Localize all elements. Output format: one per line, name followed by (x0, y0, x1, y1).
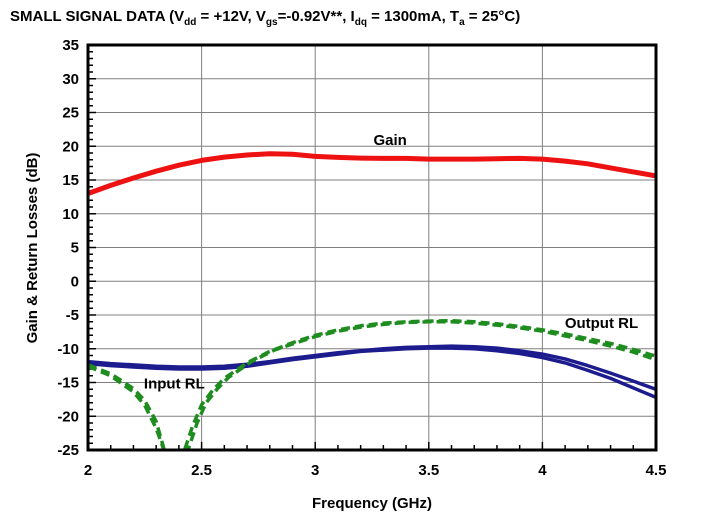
y-tick-label: -5 (66, 307, 79, 324)
y-tick-label: 35 (62, 37, 79, 54)
title-text: = +12V, V (196, 8, 266, 25)
title-subscript: dq (354, 17, 367, 28)
title-text: = 25°C) (464, 8, 521, 25)
y-tick-label: 20 (62, 138, 79, 155)
title-text: =-0.92V**, I (277, 8, 355, 25)
y-tick-label: 5 (71, 240, 79, 257)
y-tick-label: -25 (57, 442, 79, 459)
x-tick-label: 3.5 (418, 462, 439, 479)
y-tick-label: 15 (62, 172, 79, 189)
series-input-rl-trace-2 (88, 346, 656, 400)
title-subscript: dd (184, 17, 197, 28)
series-output-rl-trace-1 (88, 318, 656, 450)
y-tick-label: 25 (62, 105, 79, 122)
y-tick-label: 30 (62, 71, 79, 88)
x-tick-label: 4.5 (646, 462, 667, 479)
y-axis-label: Gain & Return Losses (dB) (24, 153, 41, 344)
y-tick-label: -15 (57, 375, 79, 392)
annotation-gain: Gain (374, 132, 407, 149)
title-text: SMALL SIGNAL DATA (V (10, 8, 185, 25)
title-text: = 1300mA, T (366, 8, 460, 25)
series-gain (88, 151, 656, 196)
plot-border (86, 43, 658, 452)
y-tick-label: 10 (62, 206, 79, 223)
annotation-input-rl: Input RL (144, 376, 205, 393)
annotation-output-rl: Output RL (565, 315, 638, 332)
x-axis-label: Frequency (GHz) (312, 495, 432, 512)
y-tick-label: -20 (57, 408, 79, 425)
x-tick-label: 3 (311, 462, 319, 479)
chart-title: SMALL SIGNAL DATA (Vdd = +12V, Vgs=-0.92… (10, 8, 520, 28)
x-tick-label: 4 (538, 462, 547, 479)
y-tick-label: 0 (71, 273, 79, 290)
y-tick-label: -10 (57, 341, 79, 358)
x-tick-label: 2.5 (191, 462, 212, 479)
series-output-rl-trace-2 (88, 320, 656, 450)
title-subscript: gs (265, 17, 278, 28)
title-subscript: a (459, 17, 465, 28)
x-tick-label: 2 (84, 462, 92, 479)
